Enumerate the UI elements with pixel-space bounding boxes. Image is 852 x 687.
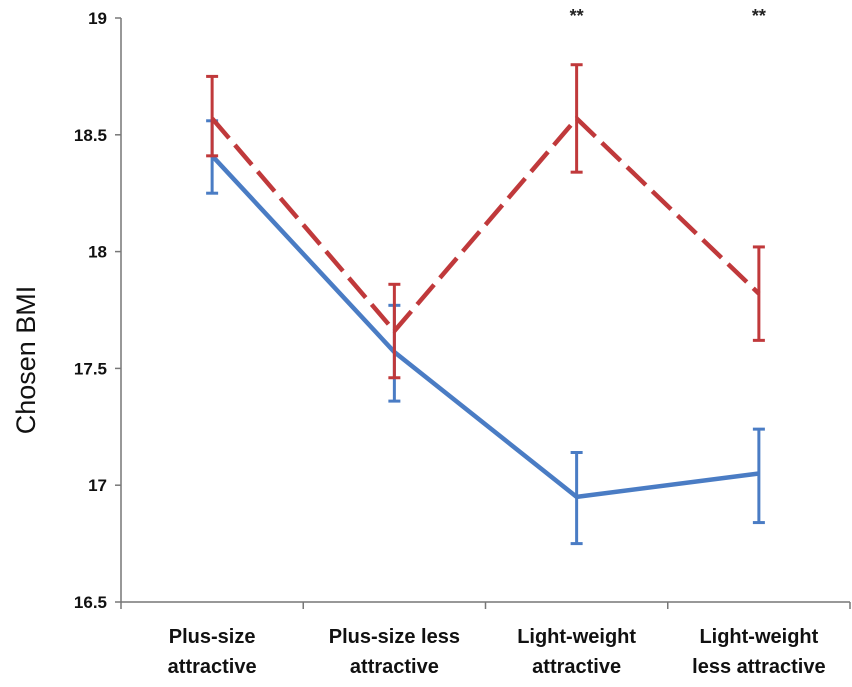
x-category-label: Light-weight attractive (517, 626, 636, 678)
y-tick-label: 19 (88, 9, 107, 28)
plot-area (120, 18, 850, 603)
series-layer (206, 63, 765, 546)
series-1 (206, 119, 765, 546)
annotations: ** ** (570, 6, 766, 26)
y-tick-label: 18.5 (74, 126, 107, 145)
x-category-label: Light-weight less attractive (692, 626, 825, 678)
y-tick-label: 17 (88, 476, 107, 495)
series-line (210, 154, 760, 500)
y-axis-title: Chosen BMI (11, 286, 41, 435)
x-ticks: Plus-size attractive Plus-size less attract… (120, 602, 851, 678)
significance-marker: ** (570, 6, 584, 26)
y-tick-label: 16.5 (74, 593, 107, 612)
series-0 (206, 63, 765, 380)
y-tick-label: 18 (88, 243, 107, 262)
x-category-label: Plus-size less attractive (329, 626, 460, 678)
x-category-label: Plus-size attractive (168, 626, 257, 678)
y-ticks: 16.5 17 17.5 18 18.5 19 (74, 9, 121, 612)
series-line (210, 115, 761, 335)
y-tick-label: 17.5 (74, 359, 107, 378)
significance-marker: ** (752, 6, 766, 26)
